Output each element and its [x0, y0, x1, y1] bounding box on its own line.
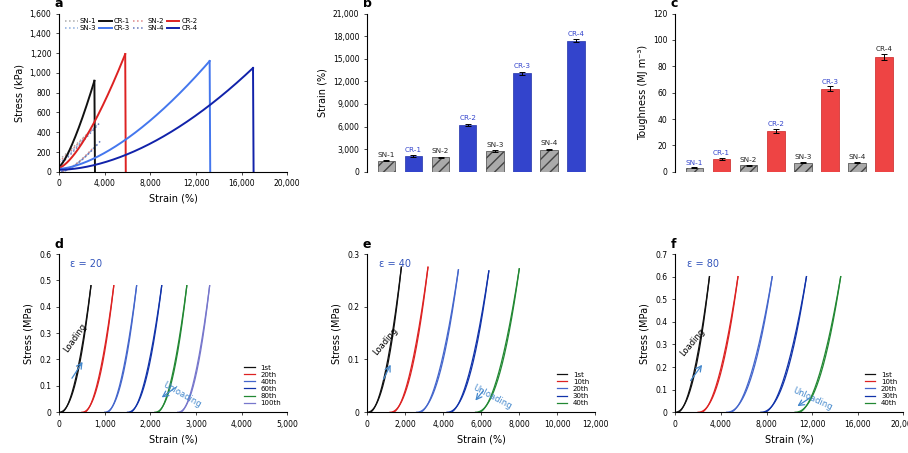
Text: ε = 20: ε = 20	[71, 259, 103, 269]
Bar	[568, 41, 585, 172]
Text: Unloading: Unloading	[472, 383, 514, 411]
Text: ε = 80: ε = 80	[686, 259, 718, 269]
Text: SN-2: SN-2	[740, 157, 757, 163]
Legend: SN-1, SN-3, CR-1, CR-3, SN-2, SN-4, CR-2, CR-4: SN-1, SN-3, CR-1, CR-3, SN-2, SN-4, CR-2…	[63, 15, 201, 34]
X-axis label: Strain (%): Strain (%)	[149, 434, 198, 444]
Bar	[767, 131, 785, 172]
Bar	[821, 89, 839, 172]
Y-axis label: Toughness (MJ m⁻³): Toughness (MJ m⁻³)	[637, 45, 647, 140]
Text: SN-1: SN-1	[378, 152, 395, 158]
Y-axis label: Stress (kPa): Stress (kPa)	[15, 64, 25, 122]
X-axis label: Strain (%): Strain (%)	[149, 194, 198, 204]
Y-axis label: Strain (%): Strain (%)	[317, 68, 327, 117]
Bar	[378, 161, 395, 172]
Bar	[486, 151, 504, 172]
Text: f: f	[671, 238, 676, 251]
Text: Unloading: Unloading	[162, 381, 203, 410]
Bar	[459, 125, 477, 172]
Bar	[686, 168, 703, 172]
Legend: 1st, 20th, 40th, 60th, 80th, 100th: 1st, 20th, 40th, 60th, 80th, 100th	[242, 362, 284, 409]
Text: b: b	[362, 0, 371, 10]
X-axis label: Strain (%): Strain (%)	[457, 434, 506, 444]
Bar	[540, 149, 558, 172]
Text: SN-3: SN-3	[486, 142, 504, 148]
Text: SN-4: SN-4	[540, 140, 558, 146]
Text: SN-1: SN-1	[686, 160, 703, 166]
Bar	[431, 158, 449, 172]
Bar	[875, 57, 893, 172]
Text: CR-2: CR-2	[767, 121, 785, 127]
Y-axis label: Stress (MPa): Stress (MPa)	[331, 303, 341, 364]
Text: CR-1: CR-1	[713, 150, 730, 156]
Text: Loading: Loading	[62, 322, 88, 354]
Bar	[405, 156, 422, 172]
Text: Loading: Loading	[678, 327, 707, 358]
Text: c: c	[671, 0, 678, 10]
Text: CR-3: CR-3	[513, 63, 530, 69]
Bar	[713, 159, 730, 172]
X-axis label: Strain (%): Strain (%)	[765, 434, 814, 444]
Text: SN-4: SN-4	[848, 154, 866, 160]
Text: SN-2: SN-2	[432, 148, 449, 154]
Text: CR-4: CR-4	[568, 31, 585, 37]
Text: CR-2: CR-2	[459, 116, 476, 121]
Y-axis label: Stress (MPa): Stress (MPa)	[640, 303, 650, 364]
Y-axis label: Stress (MPa): Stress (MPa)	[24, 303, 34, 364]
Legend: 1st, 10th, 20th, 30th, 40th: 1st, 10th, 20th, 30th, 40th	[554, 369, 592, 409]
Text: Unloading: Unloading	[792, 386, 834, 412]
Text: d: d	[54, 238, 64, 251]
Text: ε = 40: ε = 40	[379, 259, 410, 269]
Text: e: e	[362, 238, 371, 251]
Text: Loading: Loading	[371, 326, 400, 357]
Text: CR-4: CR-4	[876, 46, 893, 52]
Text: CR-3: CR-3	[822, 78, 838, 85]
Legend: 1st, 10th, 20th, 30th, 40th: 1st, 10th, 20th, 30th, 40th	[863, 369, 900, 409]
Bar	[513, 73, 531, 172]
Bar	[848, 163, 866, 172]
Text: CR-1: CR-1	[405, 147, 422, 153]
Bar	[794, 163, 812, 172]
Text: SN-3: SN-3	[794, 154, 812, 160]
Bar	[740, 165, 757, 172]
Text: a: a	[54, 0, 63, 10]
